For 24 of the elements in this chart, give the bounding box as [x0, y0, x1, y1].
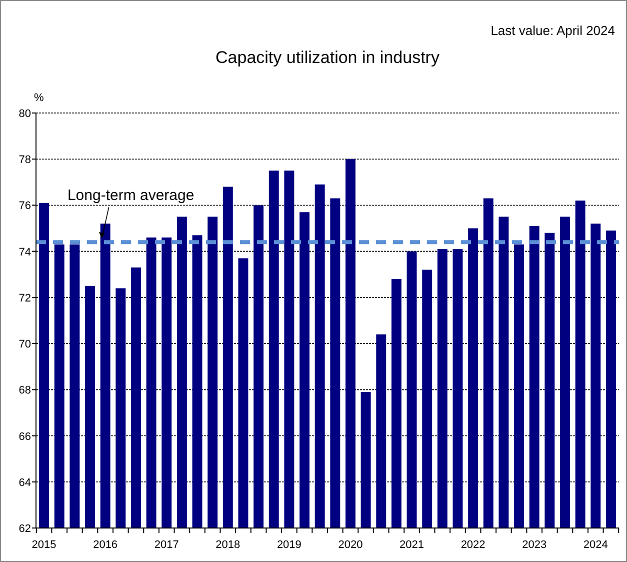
y-tick-label: 74 — [18, 246, 31, 258]
x-tick-label: 2019 — [276, 539, 302, 551]
y-tick-label: 66 — [18, 430, 31, 443]
x-tick-label: 2016 — [93, 539, 118, 551]
x-tick-label: 2023 — [522, 539, 547, 551]
x-tick-label: 2020 — [338, 539, 363, 551]
x-tick-label: 2022 — [460, 539, 486, 551]
y-tick-label: 76 — [18, 200, 31, 212]
y-tick-label: 72 — [18, 292, 31, 304]
ref-line-label: Long-term average — [67, 187, 194, 204]
y-tick-label: 80 — [18, 108, 31, 120]
y-tick-label: 78 — [18, 154, 31, 166]
x-tick-label: 2015 — [32, 539, 56, 551]
y-tick-label: 62 — [18, 523, 31, 535]
x-tick-label: 2018 — [216, 539, 240, 551]
chart-title: Capacity utilization in industry — [216, 48, 440, 67]
y-tick-label: 64 — [18, 476, 31, 489]
y-tick-label: 68 — [18, 384, 31, 397]
y-axis-title: % — [34, 92, 44, 104]
text: Last value: April 2024 — [490, 23, 615, 38]
y-tick-label: 70 — [18, 338, 31, 351]
x-tick-label: 2017 — [154, 539, 179, 551]
x-tick-label: 2024 — [583, 539, 608, 551]
x-tick-label: 2021 — [400, 539, 424, 551]
